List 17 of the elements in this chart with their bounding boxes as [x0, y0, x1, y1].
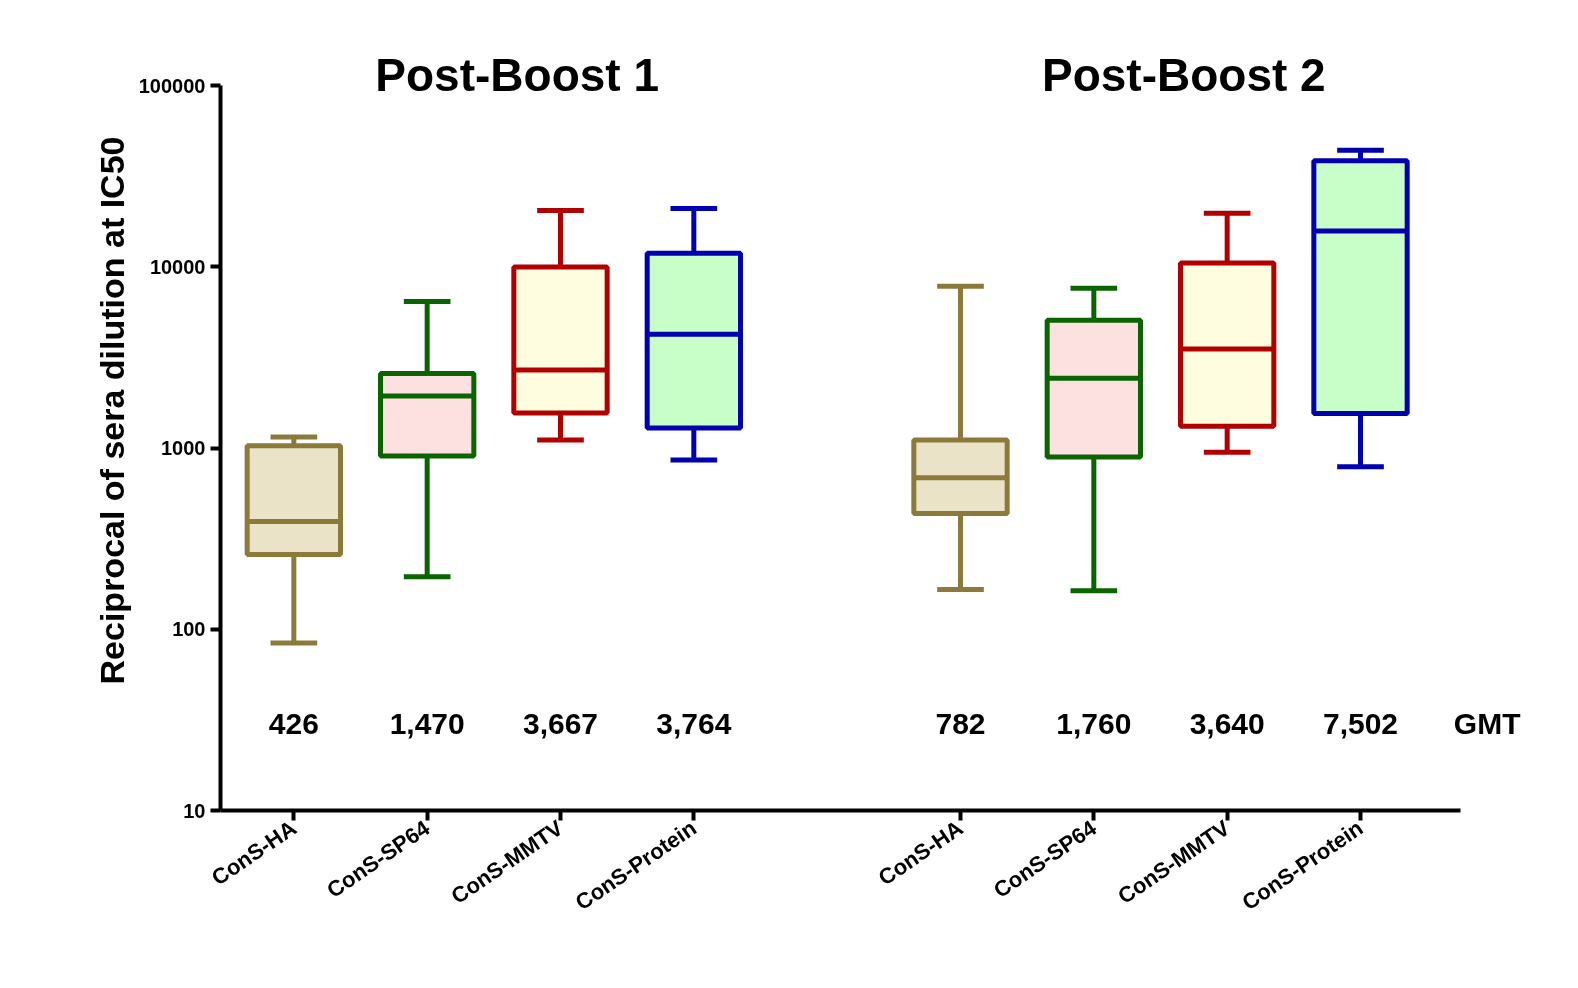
annotation: 3,640: [1189, 706, 1265, 740]
y-axis-title: Reciprocal of sera dilution at IC50: [92, 136, 131, 685]
annotation: Post-Boost 2: [1041, 49, 1326, 102]
annotation: 426: [268, 706, 319, 740]
y-tick-label: 1000: [161, 437, 206, 460]
y-tick-label: 10: [183, 799, 206, 822]
annotation: GMT: [1453, 707, 1521, 741]
annotation: 3,764: [656, 706, 732, 740]
annotation: 1,470: [389, 706, 465, 740]
annotation: 1,760: [1056, 706, 1132, 740]
y-tick-label: 10000: [149, 255, 206, 278]
annotation: 7,502: [1322, 706, 1399, 740]
annotation: Post-Boost 1: [375, 49, 660, 102]
annotation: 782: [935, 706, 986, 740]
y-tick-label: 100: [172, 618, 206, 641]
annotation: 3,667: [522, 706, 599, 740]
y-tick-label: 100000: [138, 74, 206, 97]
